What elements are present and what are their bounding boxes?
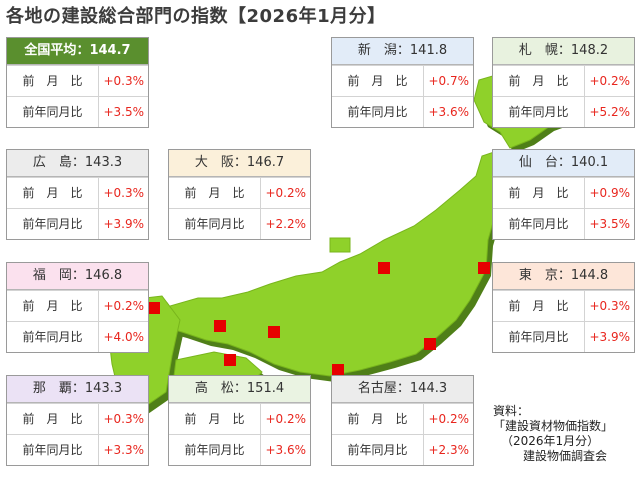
marker-niigata [378, 262, 390, 274]
city-markers [148, 262, 490, 376]
card-header: 新 潟：141.8 [332, 38, 473, 65]
card-takamatsu: 高 松：151.4 前 月 比 +0.2% 前年同月比 +3.6% [168, 375, 311, 466]
marker-hiroshima [214, 320, 226, 332]
card-header: 広 島：143.3 [7, 150, 148, 177]
card-sendai: 仙 台：140.1 前 月 比 +0.9% 前年同月比 +3.5% [492, 149, 635, 240]
card-header: 全国平均：144.7 [7, 38, 148, 65]
card-header: 福 岡：146.8 [7, 263, 148, 290]
card-header: 仙 台：140.1 [493, 150, 634, 177]
card-osaka: 大 阪：146.7 前 月 比 +0.2% 前年同月比 +2.2% [168, 149, 311, 240]
card-header: 東 京：144.8 [493, 263, 634, 290]
card-nagoya: 名古屋：144.3 前 月 比 +0.2% 前年同月比 +2.3% [331, 375, 474, 466]
card-tokyo: 東 京：144.8 前 月 比 +0.3% 前年同月比 +3.9% [492, 262, 635, 353]
page-title: 各地の建設総合部門の指数【2026年1月分】 [6, 6, 386, 27]
marker-nagoya [332, 364, 344, 376]
card-header: 那 覇：143.3 [7, 376, 148, 403]
card-hiroshima: 広 島：143.3 前 月 比 +0.3% 前年同月比 +3.9% [6, 149, 149, 240]
card-header: 大 阪：146.7 [169, 150, 310, 177]
marker-osaka [268, 326, 280, 338]
marker-fukuoka [148, 302, 160, 314]
marker-tokyo [424, 338, 436, 350]
card-national: 全国平均：144.7 前 月 比 +0.3% 前年同月比 +3.5% [6, 37, 149, 128]
card-header: 高 松：151.4 [169, 376, 310, 403]
card-header: 札 幌：148.2 [493, 38, 634, 65]
card-sapporo: 札 幌：148.2 前 月 比 +0.2% 前年同月比 +5.2% [492, 37, 635, 128]
card-niigata: 新 潟：141.8 前 月 比 +0.7% 前年同月比 +3.6% [331, 37, 474, 128]
card-fukuoka: 福 岡：146.8 前 月 比 +0.2% 前年同月比 +4.0% [6, 262, 149, 353]
card-header: 名古屋：144.3 [332, 376, 473, 403]
marker-sapporo [478, 262, 490, 274]
source-note: 資料： 「建設資材物価指数」 （2026年1月分） 建設物価調査会 [493, 404, 614, 463]
marker-takamatsu [224, 354, 236, 366]
card-naha: 那 覇：143.3 前 月 比 +0.3% 前年同月比 +3.3% [6, 375, 149, 466]
